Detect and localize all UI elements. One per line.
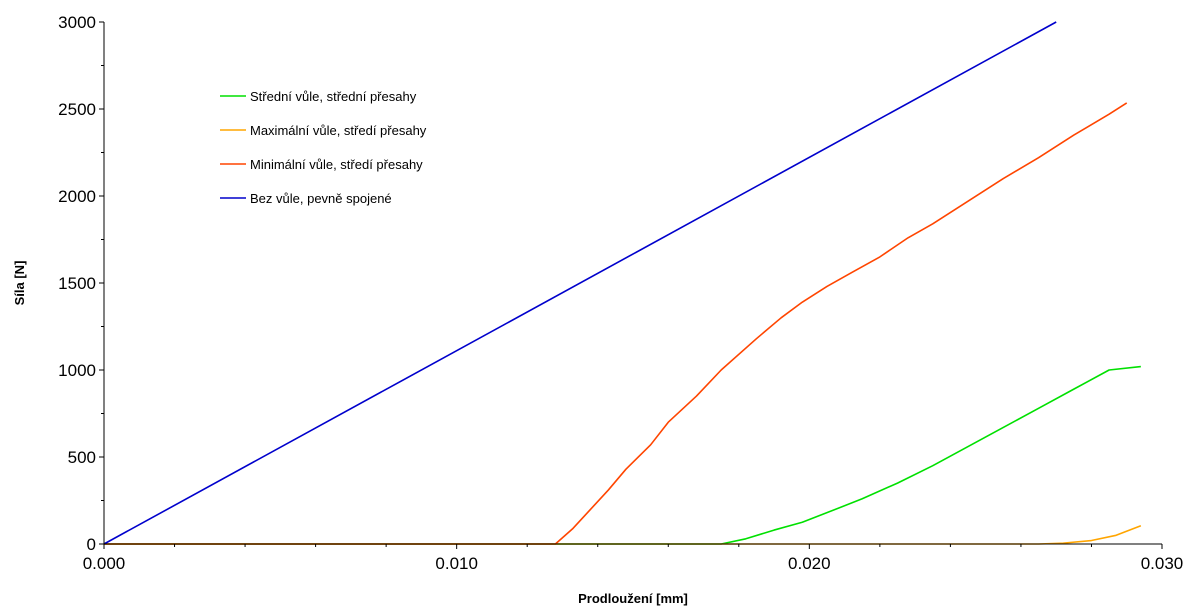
legend-label-3: Minimální vůle, středí přesahy [250, 157, 423, 172]
series-line-4 [103, 21, 1057, 545]
y-tick-label: 500 [68, 448, 96, 467]
x-tick-label: 0.020 [788, 554, 831, 573]
axes-layer: 0 500 1000 1500 2000 2500 3000 0.000 0.010 0.020 0… [58, 13, 1183, 573]
y-tick-label: 2500 [58, 100, 96, 119]
plot-area [104, 22, 1162, 544]
y-tick-label: 1000 [58, 361, 96, 380]
series-line-3 [104, 102, 1128, 545]
y-tick-label: 3000 [58, 13, 96, 32]
x-axis-title: Prodloužení [mm] [578, 591, 688, 606]
y-tick-label: 1500 [58, 274, 96, 293]
x-tick-label: 0.030 [1141, 554, 1184, 573]
legend-label-1: Střední vůle, střední přesahy [250, 89, 417, 104]
series-line-1 [104, 365, 1141, 545]
y-tick-label: 0 [87, 535, 96, 554]
y-tick-label: 2000 [58, 187, 96, 206]
legend-label-2: Maximální vůle, středí přesahy [250, 123, 427, 138]
y-axis-title: Síla [N] [12, 261, 27, 306]
legend-label-4: Bez vůle, pevně spojené [250, 191, 392, 206]
x-tick-label: 0.000 [83, 554, 126, 573]
legend: Střední vůle, střední přesahy Maximální v… [220, 89, 427, 206]
x-tick-label: 0.010 [435, 554, 478, 573]
